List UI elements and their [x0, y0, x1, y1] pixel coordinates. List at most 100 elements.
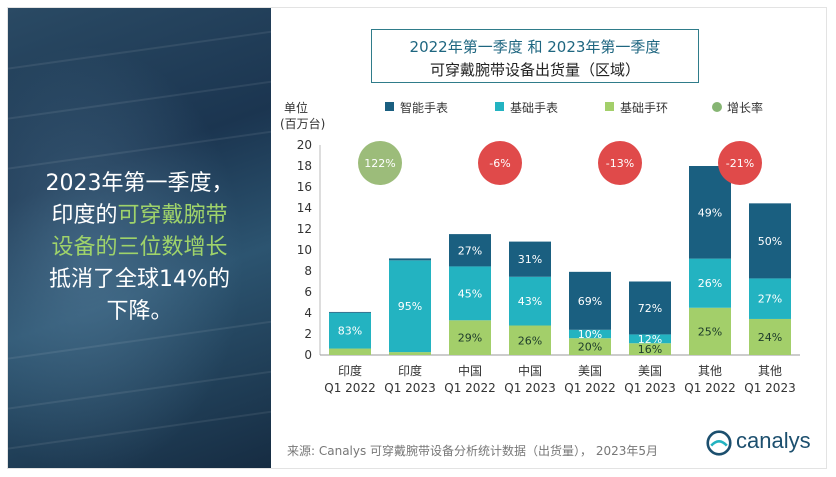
bar-segment-1 — [569, 329, 611, 339]
bar-data-label: 29% — [458, 332, 482, 345]
legend-label-2: 基础手环 — [620, 101, 668, 115]
headline-line-2: 印度的可穿戴腕带 — [8, 200, 271, 232]
headline-line-4: 抵消了全球14%的 — [49, 267, 230, 292]
bar-segment-0 — [749, 318, 791, 355]
bar-data-label: 10% — [578, 328, 602, 341]
headline-highlight: 可穿戴腕带 — [117, 203, 228, 228]
y-tick-label: 4 — [304, 306, 312, 320]
bar-data-label: 50% — [758, 235, 782, 248]
x-tick-label-region: 美国 — [638, 364, 662, 378]
headline-line-3: 设备的三位数增长 — [51, 235, 228, 260]
stacked-bar-chart: 单位(百万台) 智能手表 基础手表 基础手环 增长率 0 2 4 6 8 10 12 14 16 18 20 8… — [280, 100, 800, 395]
headline-line-2-a: 印度的 — [51, 203, 118, 228]
x-tick-label-region: 其他 — [758, 364, 782, 378]
legend-marker-0 — [385, 102, 394, 111]
y-tick-label: 6 — [304, 285, 312, 299]
y-tick-label: 16 — [297, 180, 312, 194]
bar-segment-0 — [389, 352, 431, 355]
growth-rate-label: -13% — [606, 157, 634, 170]
y-tick-label: 8 — [304, 264, 312, 278]
canalys-logo-icon — [706, 430, 732, 456]
bar-data-label: 83% — [338, 325, 362, 338]
bar-data-label: 72% — [638, 302, 662, 315]
bar-data-label: 27% — [458, 244, 482, 257]
bar-segment-0 — [329, 348, 371, 355]
legend-marker-1 — [495, 102, 504, 111]
y-tick-label: 20 — [297, 138, 312, 152]
x-tick-label-quarter: Q1 2022 — [684, 381, 735, 395]
x-tick-label-quarter: Q1 2022 — [444, 381, 495, 395]
x-tick-label-quarter: Q1 2023 — [744, 381, 795, 395]
bar-segment-2 — [689, 166, 731, 259]
bar-segment-0 — [449, 320, 491, 355]
y-tick-label: 0 — [304, 348, 312, 362]
bar-data-label: 49% — [698, 206, 722, 219]
growth-rate-circle — [598, 141, 642, 185]
bar-data-label: 26% — [518, 334, 542, 347]
bar-data-label: 20% — [578, 341, 602, 354]
bar-data-label: 69% — [578, 295, 602, 308]
bar-segment-2 — [629, 281, 671, 335]
x-tick-label-quarter: Q1 2023 — [504, 381, 555, 395]
bar-segment-2 — [449, 234, 491, 267]
x-tick-label-region: 中国 — [458, 363, 482, 378]
bar-segment-1 — [749, 278, 791, 319]
growth-rate-label: -21% — [726, 157, 754, 170]
y-tick-label: 12 — [297, 222, 312, 236]
bar-segment-1 — [329, 312, 371, 349]
x-tick-label-region: 其他 — [698, 364, 722, 378]
y-tick-label: 2 — [304, 327, 312, 341]
bar-segment-0 — [569, 338, 611, 355]
legend-label-1: 基础手表 — [510, 101, 558, 115]
bar-data-label: 95% — [398, 300, 422, 313]
bar-segment-2 — [749, 203, 791, 279]
bar-segment-1 — [509, 276, 551, 326]
y-tick-label: 10 — [297, 243, 312, 257]
legend-marker-growth — [712, 102, 722, 112]
bar-data-label: 25% — [698, 325, 722, 338]
bar-data-label: 16% — [638, 343, 662, 356]
bar-segment-1 — [689, 258, 731, 308]
bar-data-label: 45% — [458, 287, 482, 300]
x-tick-label-region: 中国 — [518, 363, 542, 378]
source-note: 来源: Canalys 可穿戴腕带设备分析统计数据（出货量）， 2023年5月 — [287, 444, 659, 458]
bar-segment-1 — [449, 266, 491, 321]
y-axis-label-line-1: 单位 — [284, 100, 308, 115]
chart-title-line-2: 可穿戴腕带设备出货量（区域） — [429, 61, 640, 79]
bar-data-label: 43% — [518, 295, 542, 308]
bar-segment-2 — [569, 271, 611, 330]
growth-rate-label: 122% — [364, 157, 395, 170]
headline-line-5: 下降。 — [106, 299, 173, 324]
y-tick-label: 14 — [297, 201, 312, 215]
bar-data-label: 24% — [758, 331, 782, 344]
bar-segment-1 — [629, 334, 671, 344]
legend-label-0: 智能手表 — [400, 100, 448, 115]
legend-marker-2 — [605, 102, 614, 111]
chart-title-line-1: 2022年第一季度 和 2023年第一季度 — [409, 38, 661, 56]
bar-segment-0 — [629, 343, 671, 355]
x-tick-label-quarter: Q1 2022 — [564, 381, 615, 395]
x-tick-label-region: 印度 — [338, 363, 362, 378]
bar-data-label: 31% — [518, 253, 542, 266]
y-axis-label-line-2: (百万台) — [280, 116, 325, 131]
x-tick-label-quarter: Q1 2023 — [384, 381, 435, 395]
x-tick-label-region: 美国 — [578, 364, 602, 378]
growth-rate-circle — [478, 141, 522, 185]
bar-segment-0 — [509, 325, 551, 355]
growth-rate-circle — [358, 141, 402, 185]
bar-segment-0 — [689, 307, 731, 355]
x-tick-label-region: 印度 — [398, 363, 422, 378]
bar-data-label: 26% — [698, 277, 722, 290]
chart-title-box: 2022年第一季度 和 2023年第一季度 可穿戴腕带设备出货量（区域） — [371, 29, 699, 83]
x-tick-label-quarter: Q1 2023 — [624, 381, 675, 395]
bar-segment-1 — [389, 260, 431, 353]
y-tick-label: 18 — [297, 159, 312, 173]
growth-rate-label: -6% — [489, 157, 510, 170]
headline-text: 2023年第一季度， 印度的可穿戴腕带 设备的三位数增长 抵消了全球14%的 下… — [8, 168, 271, 328]
left-image-panel: 2023年第一季度， 印度的可穿戴腕带 设备的三位数增长 抵消了全球14%的 下… — [8, 8, 271, 468]
bar-data-label: 27% — [758, 293, 782, 306]
canalys-logo-text: canalys — [736, 428, 811, 453]
growth-rate-circle — [718, 141, 762, 185]
bar-data-label: 12% — [638, 333, 662, 346]
legend-label-3: 增长率 — [727, 100, 763, 115]
